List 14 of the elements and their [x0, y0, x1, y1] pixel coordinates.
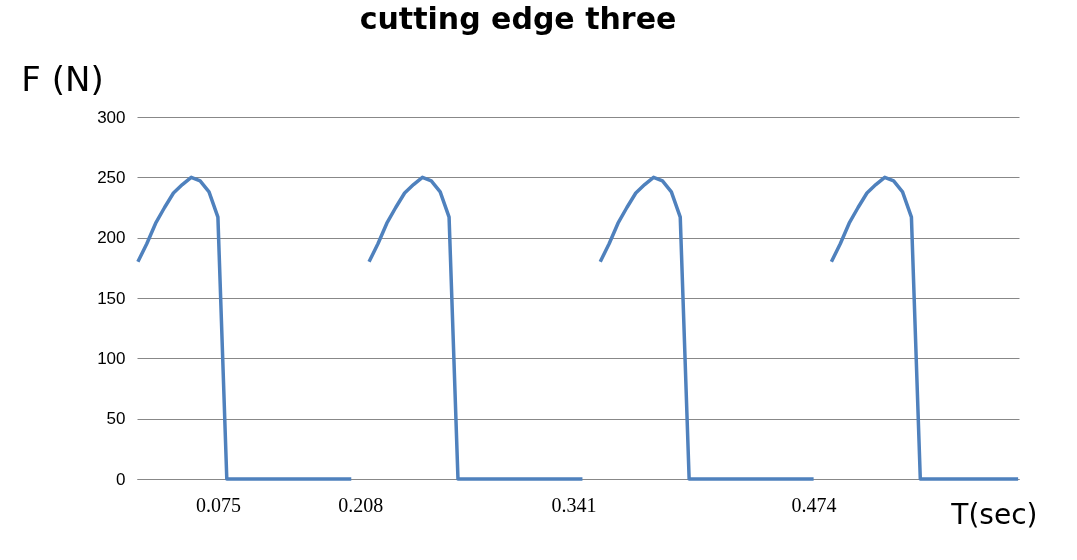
x-tick-label: 0.341 [551, 493, 597, 516]
x-tick-label: 0.075 [195, 493, 241, 516]
y-tick-label: 100 [97, 348, 126, 368]
y-tick-label: 150 [97, 288, 126, 308]
x-tick-label: 0.208 [338, 493, 384, 516]
y-axis-title: F (N) [21, 58, 104, 99]
y-tick-label: 200 [97, 228, 126, 248]
x-axis-title: T(sec) [950, 497, 1038, 531]
chart-title: cutting edge three [359, 1, 677, 36]
y-tick-label: 300 [97, 107, 126, 127]
y-tick-label: 50 [106, 409, 126, 429]
y-tick-label: 250 [97, 167, 126, 187]
y-tick-label: 0 [116, 469, 126, 489]
x-tick-label: 0.474 [791, 493, 837, 516]
